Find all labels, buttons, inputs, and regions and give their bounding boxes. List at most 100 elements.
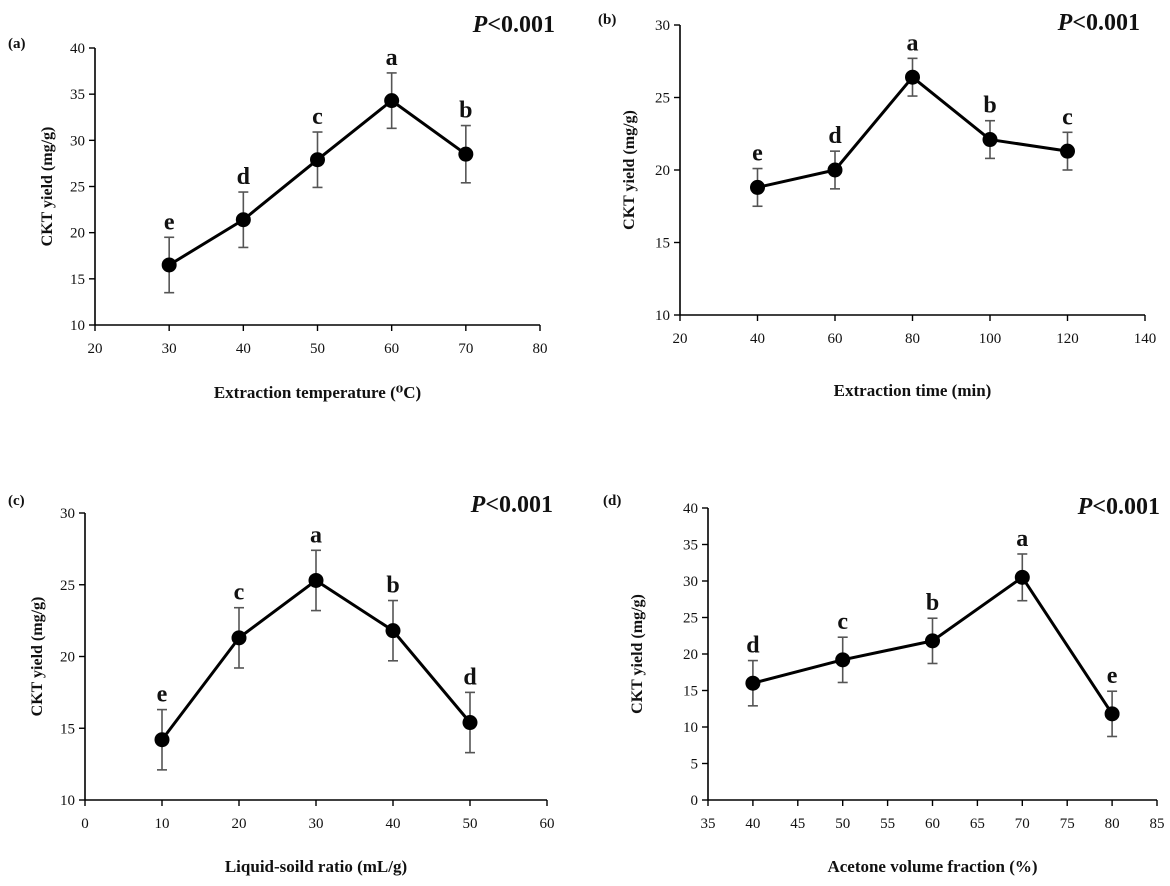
y-tick-label: 30: [683, 574, 698, 590]
significance-letter: b: [926, 590, 939, 616]
panel-label: (b): [598, 12, 616, 28]
significance-italic: P: [472, 12, 488, 38]
x-tick-label: 20: [673, 331, 688, 347]
x-tick-label: 10: [155, 816, 170, 832]
significance-letter: d: [237, 164, 251, 190]
panel-label: (d): [603, 493, 621, 509]
y-axis-label: CKT yield (mg/g): [629, 594, 646, 714]
x-tick-label: 100: [979, 331, 1002, 347]
y-tick-label: 35: [70, 87, 85, 103]
x-tick-label: 80: [1105, 816, 1120, 832]
data-point: [1104, 706, 1120, 722]
chart-panel-d: 35 40 45 50 55 60 65 70 75 80 85 0 5 10 15 20 25 30 35 40 Ac…: [603, 493, 1165, 876]
data-point: [308, 572, 324, 588]
x-tick-label: 80: [533, 341, 548, 357]
significance-letter: c: [837, 609, 848, 635]
x-tick-label: 50: [835, 816, 850, 832]
x-axis-label: Extraction temperature (⁰C): [214, 383, 421, 402]
data-point: [1014, 569, 1030, 585]
significance-value: <0.001: [487, 12, 555, 38]
x-tick-label: 140: [1134, 331, 1157, 347]
x-tick-label: 20: [232, 816, 247, 832]
significance-label: P<0.001: [470, 492, 553, 518]
chart-panel-b: 20 40 60 80 100 120 140 10 15 20 25 30 Extraction ti…: [598, 10, 1156, 400]
x-tick-label: 60: [384, 341, 399, 357]
y-tick-label: 20: [655, 163, 670, 179]
significance-label: P<0.001: [1077, 494, 1160, 520]
significance-letter: e: [164, 209, 175, 235]
significance-letter: a: [310, 522, 322, 548]
x-tick-label: 45: [790, 816, 805, 832]
data-point: [905, 69, 920, 85]
significance-letter: e: [752, 141, 763, 167]
y-tick-label: 10: [655, 308, 670, 324]
x-tick-label: 60: [828, 331, 843, 347]
y-tick-label: 40: [70, 41, 85, 57]
data-point: [745, 675, 761, 691]
significance-letter: c: [1062, 104, 1073, 130]
panel-label: (a): [8, 36, 26, 52]
data-point: [750, 179, 765, 195]
significance-letter: b: [386, 573, 399, 599]
y-tick-label: 30: [60, 506, 75, 522]
x-tick-label: 75: [1060, 816, 1075, 832]
y-tick-label: 5: [691, 757, 699, 773]
y-tick-label: 30: [655, 18, 670, 34]
x-tick-label: 65: [970, 816, 985, 832]
significance-letter: b: [459, 98, 472, 124]
y-tick-label: 25: [655, 91, 670, 107]
data-point: [161, 257, 177, 273]
data-point: [462, 715, 478, 731]
y-axis-label: CKT yield (mg/g): [29, 597, 46, 717]
y-tick-label: 15: [683, 684, 698, 700]
x-tick-label: 30: [162, 341, 177, 357]
significance-label: P<0.001: [1057, 10, 1140, 36]
x-tick-label: 70: [458, 341, 473, 357]
significance-italic: P: [1057, 10, 1073, 36]
x-tick-label: 0: [81, 816, 89, 832]
significance-italic: P: [1077, 494, 1093, 520]
data-point: [154, 732, 170, 748]
significance-letter: c: [234, 580, 245, 606]
y-tick-label: 15: [655, 236, 670, 252]
x-tick-label: 85: [1150, 816, 1165, 832]
y-axis-label: CKT yield (mg/g): [621, 110, 638, 230]
y-tick-label: 25: [683, 611, 698, 627]
y-tick-label: 15: [70, 272, 85, 288]
significance-letter: d: [463, 664, 477, 690]
significance-letter: d: [828, 123, 842, 149]
y-tick-label: 25: [60, 578, 75, 594]
x-tick-label: 60: [925, 816, 940, 832]
y-tick-label: 35: [683, 538, 698, 554]
x-tick-label: 120: [1056, 331, 1079, 347]
chart-panel-c: 0 10 20 30 40 50 60 10 15 20 25 30 Liquid-soild rati…: [8, 492, 555, 876]
x-tick-label: 20: [88, 341, 103, 357]
x-tick-label: 70: [1015, 816, 1030, 832]
significance-letter: e: [157, 682, 168, 708]
y-tick-label: 0: [691, 793, 699, 809]
significance-value: <0.001: [1092, 494, 1160, 520]
y-tick-label: 40: [683, 501, 698, 517]
significance-letter: d: [746, 633, 760, 659]
significance-letter: a: [907, 30, 919, 56]
chart-panel-a: 20 30 40 50 60 70 80 10 15 20 25 30 35 40 Extraction t…: [8, 12, 555, 402]
y-tick-label: 10: [60, 793, 75, 809]
y-tick-label: 10: [683, 720, 698, 736]
y-tick-label: 15: [60, 721, 75, 737]
significance-label: P<0.001: [472, 12, 555, 38]
y-tick-label: 10: [70, 318, 85, 334]
x-tick-label: 40: [386, 816, 401, 832]
significance-letter: a: [386, 45, 398, 71]
x-tick-label: 80: [905, 331, 920, 347]
data-point: [835, 652, 851, 668]
x-axis-label: Extraction time (min): [834, 381, 992, 400]
significance-italic: P: [470, 492, 486, 518]
data-point: [982, 132, 998, 148]
x-tick-label: 40: [236, 341, 251, 357]
significance-letter: a: [1016, 526, 1028, 552]
y-tick-label: 20: [60, 650, 75, 666]
significance-letter: e: [1107, 663, 1118, 689]
x-tick-label: 50: [310, 341, 325, 357]
x-tick-label: 60: [540, 816, 555, 832]
